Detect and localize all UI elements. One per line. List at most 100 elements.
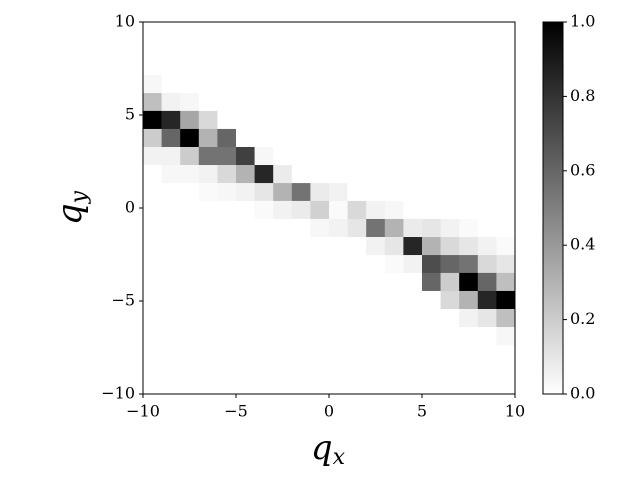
cell	[347, 93, 367, 112]
cell	[422, 75, 441, 94]
cell	[310, 165, 330, 184]
cell	[384, 237, 404, 256]
cell	[422, 93, 441, 112]
cell	[254, 165, 274, 184]
cell	[329, 237, 348, 256]
cell	[291, 93, 311, 112]
cell	[403, 255, 423, 274]
cell	[291, 183, 311, 202]
cell	[477, 75, 497, 94]
cell	[459, 75, 479, 94]
cell	[496, 200, 516, 220]
cell	[477, 128, 497, 148]
cell	[273, 183, 293, 202]
cell	[143, 165, 162, 184]
cell	[496, 255, 516, 274]
cell	[403, 200, 423, 220]
cell	[254, 110, 274, 130]
cell	[366, 255, 386, 274]
cell	[143, 200, 162, 220]
cell	[143, 128, 162, 148]
cell	[273, 237, 293, 256]
cell	[422, 218, 441, 238]
cell	[384, 165, 404, 184]
cell	[161, 146, 181, 166]
cell	[198, 165, 218, 184]
cell	[440, 75, 460, 94]
cell	[403, 146, 423, 166]
x-tick-label: −10	[126, 402, 160, 421]
cell	[459, 146, 479, 166]
cell	[161, 272, 181, 292]
cell	[347, 183, 367, 202]
cell	[143, 75, 162, 94]
cell	[384, 110, 404, 130]
cell	[459, 128, 479, 148]
cell	[310, 110, 330, 130]
cell	[477, 183, 497, 202]
cell	[403, 308, 423, 328]
cell	[273, 146, 293, 166]
cell	[459, 272, 479, 292]
cell	[254, 237, 274, 256]
cell	[403, 290, 423, 310]
cell	[254, 183, 274, 202]
cell	[329, 272, 348, 292]
cell	[384, 75, 404, 94]
cell	[310, 146, 330, 166]
cell	[422, 146, 441, 166]
x-tick-label: 0	[324, 402, 334, 421]
cell	[198, 146, 218, 166]
cell	[217, 146, 237, 166]
cell	[477, 218, 497, 238]
cell	[477, 237, 497, 256]
cell	[180, 146, 200, 166]
cell	[217, 165, 237, 184]
cell	[236, 75, 255, 94]
cell	[403, 75, 423, 94]
cell	[254, 200, 274, 220]
colorbar	[542, 21, 564, 395]
y-label-base: q	[50, 203, 90, 225]
cell	[384, 308, 404, 328]
cell	[329, 255, 348, 274]
cell	[403, 165, 423, 184]
cell	[422, 308, 441, 328]
cell	[180, 183, 200, 202]
cell	[180, 308, 200, 328]
cell	[403, 110, 423, 130]
cell	[329, 110, 348, 130]
cell	[273, 218, 293, 238]
cell	[217, 272, 237, 292]
cell	[403, 93, 423, 112]
cell	[254, 327, 274, 346]
cell	[496, 110, 516, 130]
cell	[440, 290, 460, 310]
cell	[236, 290, 255, 310]
cell	[310, 255, 330, 274]
cell	[310, 290, 330, 310]
cell	[329, 200, 348, 220]
cell	[198, 75, 218, 94]
cell	[477, 272, 497, 292]
cell	[329, 93, 348, 112]
cell	[347, 237, 367, 256]
cell	[403, 237, 423, 256]
cell	[198, 200, 218, 220]
cell	[329, 165, 348, 184]
cell	[236, 237, 255, 256]
cell	[422, 200, 441, 220]
cell	[459, 218, 479, 238]
x-tick-label: 5	[417, 402, 427, 421]
cell	[496, 93, 516, 112]
cell	[143, 93, 162, 112]
cell	[161, 290, 181, 310]
cell	[236, 255, 255, 274]
cell	[440, 110, 460, 130]
cell	[347, 110, 367, 130]
cell	[291, 290, 311, 310]
cell	[477, 200, 497, 220]
cell	[440, 128, 460, 148]
cell	[310, 93, 330, 112]
